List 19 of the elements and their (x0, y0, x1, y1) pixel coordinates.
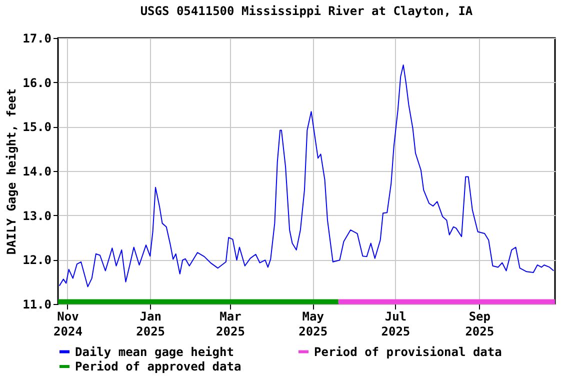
y-tick-label: 16.0 (22, 76, 52, 90)
y-tick-label: 13.0 (22, 208, 52, 223)
x-tick-label: Sep 2025 (465, 310, 494, 338)
y-tick-label: 11.0 (22, 298, 52, 312)
y-tick-label: 12.0 (22, 253, 52, 268)
x-tick-label: Nov 2024 (54, 310, 82, 338)
y-tick-label: 14.0 (22, 164, 52, 178)
x-tick-label: Jan 2025 (136, 310, 166, 338)
legend-label: Period of provisional data (314, 344, 502, 359)
x-tick-label: May 2025 (298, 310, 328, 338)
legend-label: Period of approved data (75, 360, 242, 374)
y-axis-title: DAILY Gage height, feet (4, 88, 19, 255)
line-series (58, 64, 554, 288)
legend-label: Daily mean gage height (75, 344, 234, 359)
x-tick-label: Jul 2025 (381, 310, 410, 338)
y-tick-label: 15.0 (22, 120, 52, 134)
x-tick-label: Mar 2025 (216, 310, 245, 338)
chart-title: USGS 05411500 Mississippi River at Clayton, IA (140, 4, 474, 18)
y-tick-label: 17.0 (22, 32, 52, 46)
